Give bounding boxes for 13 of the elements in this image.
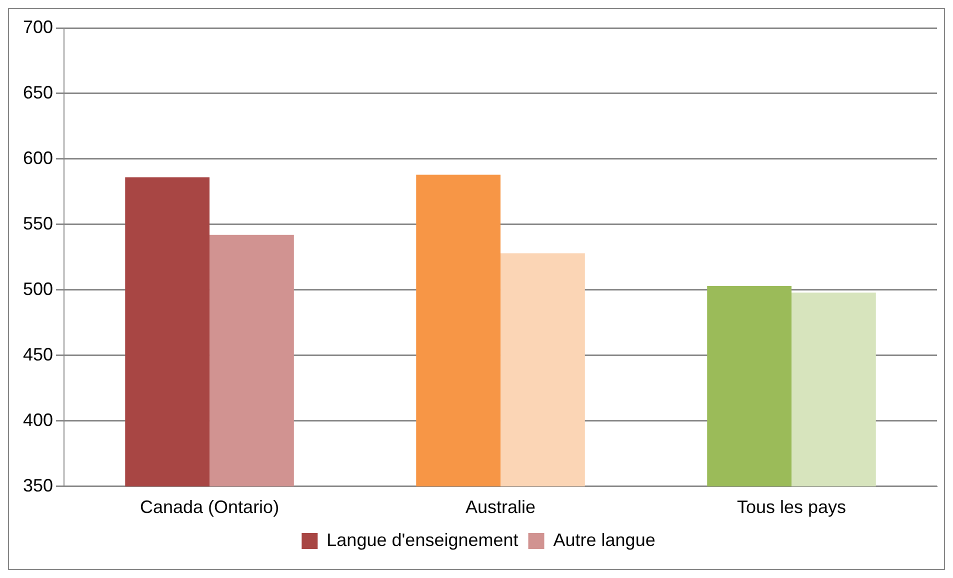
x-tick-label: Australie <box>466 497 536 518</box>
y-tick-label: 450 <box>22 344 54 364</box>
x-tick-label: Tous les pays <box>736 497 846 518</box>
y-tick-label: 600 <box>22 148 54 168</box>
y-tick-label: 500 <box>22 278 54 299</box>
legend-label: Autre langue <box>553 530 656 550</box>
y-tick-label: 650 <box>22 82 54 102</box>
x-tick-label: Canada (Ontario) <box>140 497 280 518</box>
y-tick-label: 400 <box>22 410 54 430</box>
y-tick-label: 550 <box>22 213 54 234</box>
y-tick-label: 700 <box>22 16 54 37</box>
legend-label: Langue d'enseignement <box>326 530 518 550</box>
y-tick-label: 350 <box>22 475 54 496</box>
